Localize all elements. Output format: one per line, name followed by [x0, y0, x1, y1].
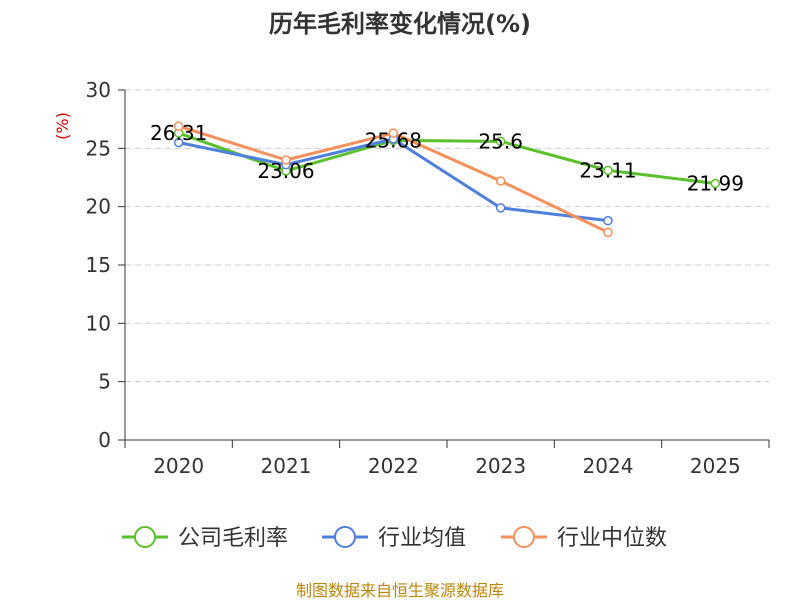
data-point: [603, 227, 613, 238]
data-point: [495, 136, 506, 147]
x-tick-label: 2025: [690, 454, 741, 478]
y-tick-label: 25: [86, 136, 111, 160]
data-point: [603, 215, 613, 226]
data-label: 21.99: [687, 171, 744, 195]
data-label: 26.31: [150, 121, 207, 145]
data-label: 23.11: [579, 158, 636, 182]
x-tick-label: 2023: [475, 454, 526, 478]
legend-marker: [134, 526, 156, 548]
data-point: [281, 155, 291, 165]
legend-label: 行业中位数: [557, 526, 667, 551]
y-tick-label: 30: [86, 78, 111, 102]
legend-marker: [334, 526, 356, 548]
data-labels: 26.31 23.06 25.68 25.6 23.11 21.99: [150, 121, 744, 195]
legend-label: 公司毛利率: [178, 526, 288, 551]
chart-title: 历年毛利率变化情况(%): [269, 10, 531, 38]
series-line-0: [178, 131, 716, 185]
x-tick-label: 2024: [583, 454, 634, 478]
data-point: [603, 165, 613, 176]
x-tick-label: 2020: [153, 454, 204, 478]
data-point: [495, 203, 506, 213]
y-tick-label: 20: [86, 195, 111, 219]
source-note: 制图数据来自恒生聚源数据库: [296, 581, 504, 600]
y-tick-label: 0: [98, 428, 111, 452]
legend-item-2: 行业中位数: [501, 526, 667, 551]
y-tick-label: 15: [86, 253, 111, 277]
data-point: [388, 128, 399, 138]
data-point: [710, 178, 721, 189]
y-axis-ticks: 0 5 10 15 20 25 30: [86, 78, 125, 452]
data-label: 23.06: [257, 159, 314, 183]
data-point: [173, 121, 184, 131]
x-tick-label: 2021: [261, 454, 312, 478]
legend-marker: [513, 526, 535, 548]
series-group: [173, 121, 721, 238]
legend-label: 行业均值: [378, 526, 466, 551]
legend-item-0: 公司毛利率: [122, 526, 288, 551]
legend-item-1: 行业均值: [322, 526, 466, 551]
legend: 公司毛利率 行业均值 行业中位数: [122, 526, 667, 551]
y-axis-unit: (%): [53, 112, 72, 140]
y-tick-label: 10: [86, 311, 111, 335]
grid-lines: [125, 89, 769, 383]
data-label: 25.6: [478, 129, 523, 153]
data-point: [173, 137, 184, 148]
y-tick-label: 5: [98, 370, 111, 394]
data-point: [495, 176, 506, 186]
x-axis-ticks: 2020 2021 2022 2023 2024 2025: [124, 440, 770, 478]
data-label: 25.68: [365, 128, 422, 152]
x-tick-label: 2022: [368, 454, 419, 478]
